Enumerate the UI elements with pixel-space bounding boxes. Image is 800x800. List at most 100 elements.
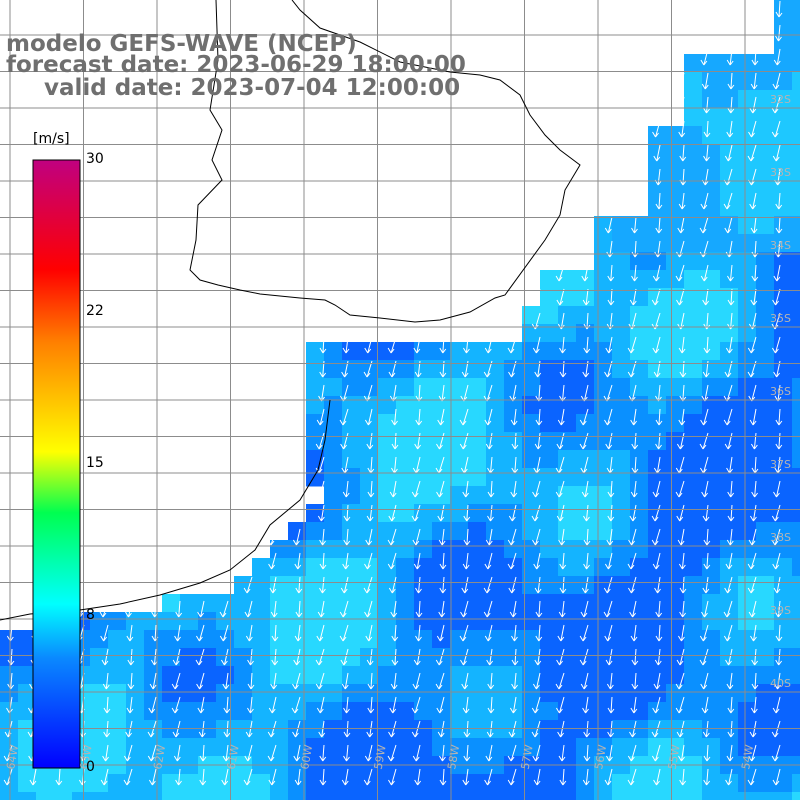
speed-cell <box>90 630 109 649</box>
speed-cell <box>792 450 800 469</box>
speed-cell <box>738 342 757 361</box>
speed-cell <box>360 486 379 505</box>
speed-cell <box>612 576 631 595</box>
speed-cell <box>684 486 703 505</box>
speed-cell <box>486 396 505 415</box>
lat-label: 39S <box>770 604 791 617</box>
speed-cell <box>756 702 775 721</box>
wind-vector <box>487 480 495 498</box>
speed-cell <box>414 450 433 469</box>
speed-cell <box>324 504 343 523</box>
speed-cell <box>558 486 577 505</box>
wind-vector <box>294 408 302 426</box>
wind-vector <box>747 552 757 570</box>
speed-cell <box>792 594 800 613</box>
speed-cell <box>162 684 181 703</box>
speed-cell <box>450 576 469 595</box>
wind-vector <box>388 576 397 594</box>
wind-vector <box>460 456 469 474</box>
speed-cell <box>396 414 415 433</box>
speed-cell <box>702 594 721 613</box>
speed-cell <box>378 684 397 703</box>
speed-cell <box>594 468 613 487</box>
speed-cell <box>792 216 800 235</box>
wind-vector <box>655 216 663 234</box>
speed-cell <box>720 324 739 343</box>
speed-cell <box>252 558 271 577</box>
wind-vector <box>583 504 590 522</box>
speed-cell <box>306 702 325 721</box>
speed-cell <box>648 216 667 235</box>
speed-cell <box>792 342 800 361</box>
speed-cell <box>378 774 397 793</box>
wind-vector <box>559 768 567 786</box>
wind-vector <box>724 216 733 234</box>
speed-cell <box>324 594 343 613</box>
speed-cell <box>648 450 667 469</box>
wind-vector <box>461 672 469 690</box>
speed-cell <box>792 36 800 55</box>
speed-cell <box>792 738 800 757</box>
speed-cell <box>486 666 505 685</box>
speed-cell <box>738 198 757 217</box>
speed-cell <box>432 774 451 793</box>
wind-vector <box>701 480 709 498</box>
speed-cell <box>540 414 559 433</box>
lon-label: 54W <box>739 744 756 771</box>
wind-vector <box>270 600 278 618</box>
speed-cell <box>306 738 325 757</box>
speed-cell <box>90 648 109 667</box>
wind-vector <box>700 192 709 210</box>
speed-cell <box>414 648 433 667</box>
speed-cell <box>0 648 19 667</box>
speed-cell <box>738 648 757 667</box>
speed-cell <box>234 738 253 757</box>
lon-label: 63W <box>78 744 95 771</box>
lon-label: 57W <box>519 744 536 771</box>
speed-cell <box>702 234 721 253</box>
axis-labels: 32S 33S 34S 35S 36S 37S 38S 39S 40S 64W 63W 62W 61W 6… <box>4 93 791 771</box>
speed-cell <box>738 774 757 793</box>
lon-label: 58W <box>445 744 462 771</box>
speed-cell <box>378 414 397 433</box>
wind-vector <box>747 144 757 162</box>
speed-cell <box>684 702 703 721</box>
speed-cell <box>720 522 739 541</box>
speed-cell <box>144 684 163 703</box>
wind-vector <box>29 768 37 786</box>
wind-vector <box>603 192 613 210</box>
speed-cell <box>720 216 739 235</box>
wind-vector <box>748 528 757 546</box>
wind-vector <box>148 696 157 714</box>
speed-cell <box>558 522 577 541</box>
lat-label: 38S <box>770 531 791 544</box>
wind-vector <box>678 552 686 570</box>
speed-cell <box>540 774 559 793</box>
wind-vector <box>725 336 733 354</box>
speed-cell <box>216 720 235 739</box>
wind-vector <box>630 480 638 498</box>
wind-vector <box>102 744 109 762</box>
speed-cell <box>612 216 631 235</box>
wind-vector <box>511 672 518 690</box>
speed-cell <box>630 612 649 631</box>
speed-cell <box>612 288 631 307</box>
speed-cell <box>360 738 379 757</box>
speed-cell <box>792 720 800 739</box>
speed-cell <box>666 522 685 541</box>
wind-vector <box>581 480 589 498</box>
wind-vector <box>582 768 590 786</box>
speed-cell <box>288 738 307 757</box>
speed-cell <box>702 198 721 217</box>
speed-cell <box>612 774 631 793</box>
speed-cell <box>0 684 19 703</box>
speed-cell <box>126 738 145 757</box>
speed-cell <box>432 360 451 379</box>
speed-cell <box>612 738 631 757</box>
wind-vector <box>558 600 566 618</box>
colorbar-tick-8: 8 <box>86 607 95 623</box>
speed-cell <box>666 612 685 631</box>
lat-label: 32S <box>770 93 791 106</box>
speed-cell <box>378 720 397 739</box>
speed-cell <box>234 702 253 721</box>
